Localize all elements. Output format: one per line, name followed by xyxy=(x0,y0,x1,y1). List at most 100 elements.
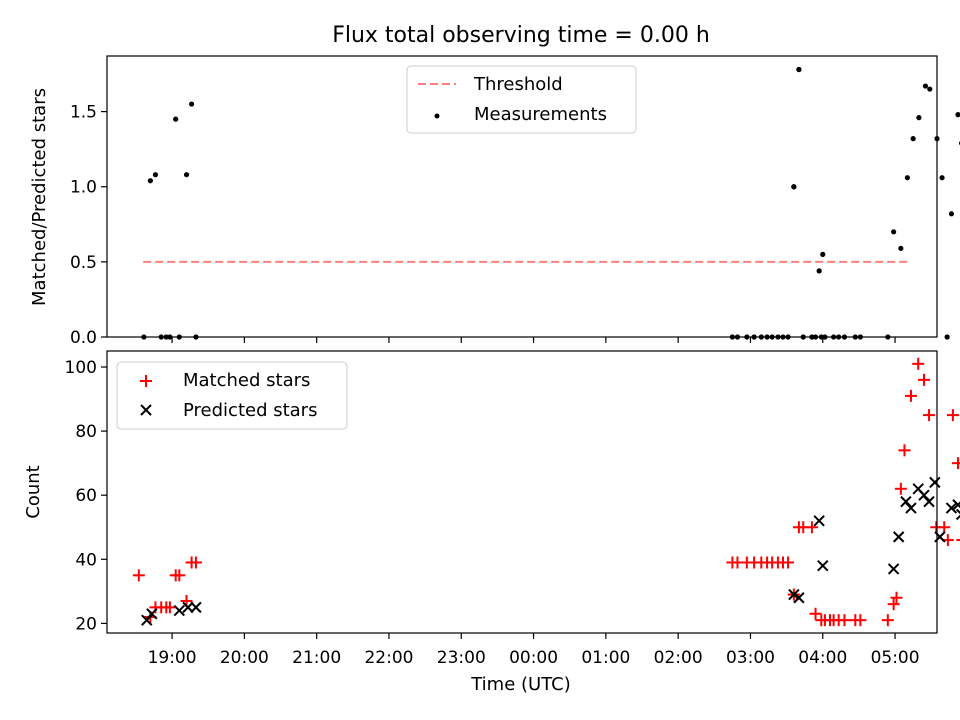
matched-star-point xyxy=(782,556,795,569)
x-tick-label: 01:00 xyxy=(581,648,630,668)
x-stroke-b xyxy=(813,515,825,527)
bottom-panel: 20 40 60 80 100 19:00 20:00 21:00 22:00 23:00 00:… xyxy=(23,350,960,695)
measurement-point xyxy=(898,245,904,251)
measurement-point xyxy=(904,175,910,181)
top-legend: Threshold Measurements xyxy=(406,65,637,134)
predicted-star-point xyxy=(934,531,946,543)
measurement-point xyxy=(922,83,929,89)
y-tick-label: 0.5 xyxy=(70,253,97,273)
x-tick-label: 04:00 xyxy=(798,648,847,668)
measurement-point xyxy=(891,229,897,235)
predicted-star-point xyxy=(788,588,800,601)
y-tick-label: 60 xyxy=(75,486,97,506)
y-tick-label: 1.0 xyxy=(70,178,97,198)
x-tick-label: 23:00 xyxy=(437,648,486,668)
predicted-star-point xyxy=(190,601,202,614)
x-stroke-b xyxy=(900,495,912,508)
x-stroke-a xyxy=(955,508,960,515)
y-tick-label: 20 xyxy=(75,614,97,634)
matched-star-point xyxy=(951,457,960,470)
y-tick-label: 1.5 xyxy=(70,103,97,123)
predicted-star-point xyxy=(793,592,805,604)
matched-star-point xyxy=(923,409,936,422)
bottom-x-ticks: 19:00 20:00 21:00 22:00 23:00 00:00 01:00 02:00… xyxy=(148,633,920,668)
predicted-legend-swatch xyxy=(140,404,152,416)
bottom-y-axis-label: Count xyxy=(23,465,44,518)
matched-star-point xyxy=(132,569,145,582)
matched-star-point xyxy=(173,569,186,582)
measurement-point xyxy=(796,66,802,73)
measurement-point xyxy=(820,251,826,257)
matched-star-point xyxy=(805,521,818,534)
x-tick-label: 03:00 xyxy=(726,648,775,668)
matched-star-point xyxy=(898,444,911,457)
predicted-star-point xyxy=(923,495,935,508)
predicted-star-point xyxy=(905,502,917,514)
matched-star-point xyxy=(163,601,176,614)
bottom-panel-frame xyxy=(106,350,938,634)
measurement-point xyxy=(910,136,916,142)
predicted-star-point xyxy=(952,499,960,511)
matched-star-point xyxy=(189,556,202,569)
top-y-ticks: 0.0 0.5 1.0 1.5 xyxy=(70,103,107,348)
bottom-plot-area xyxy=(132,357,960,627)
measurement-point xyxy=(188,101,195,107)
measurements-legend-label: Measurements xyxy=(474,104,607,125)
top-y-axis-label: Matched/Predicted stars xyxy=(29,88,50,306)
x-stroke-b xyxy=(945,502,958,514)
measurement-point xyxy=(183,172,190,178)
measurements-legend-swatch xyxy=(434,113,440,119)
y-tick-label: 40 xyxy=(75,550,97,570)
x-tick-label: 22:00 xyxy=(364,648,413,668)
measurement-point xyxy=(939,175,945,181)
x-stroke-b xyxy=(793,592,805,604)
predicted-star-point xyxy=(929,476,941,489)
bottom-legend-box xyxy=(116,361,348,430)
matched-star-point xyxy=(809,607,822,620)
x-stroke-b xyxy=(905,502,917,514)
measurement-point xyxy=(944,334,950,340)
x-stroke-b xyxy=(918,489,930,501)
x-stroke-b xyxy=(952,501,960,511)
x-stroke-b xyxy=(892,531,905,543)
x-tick-label: 05:00 xyxy=(871,648,920,668)
chart-title: Flux total observing time = 0.00 h xyxy=(332,23,710,48)
x-axis-label: Time (UTC) xyxy=(470,674,571,695)
matched-star-point xyxy=(956,539,960,542)
x-stroke-b xyxy=(788,588,800,601)
predicted-star-point xyxy=(945,502,958,514)
x-tick-label: 00:00 xyxy=(509,648,558,668)
x-stroke-b xyxy=(817,559,829,572)
x-tick-label: 19:00 xyxy=(148,648,197,668)
predicted-star-point xyxy=(146,608,158,620)
bottom-y-ticks: 20 40 60 80 100 xyxy=(65,358,107,634)
matched-star-point xyxy=(912,357,925,370)
x-stroke-b xyxy=(146,608,158,620)
matched-star-point xyxy=(894,482,907,495)
measurement-point xyxy=(173,116,179,122)
predicted-star-point xyxy=(955,508,960,521)
top-x-ticks xyxy=(171,337,896,343)
x-stroke-b xyxy=(955,514,960,521)
measurement-point xyxy=(816,268,822,274)
matched-star-point xyxy=(904,389,917,402)
matched-star-point xyxy=(881,614,894,627)
measurement-point xyxy=(927,86,933,92)
measurement-point xyxy=(948,211,955,217)
y-tick-label: 100 xyxy=(65,358,97,378)
predicted-star-point xyxy=(813,515,825,527)
measurement-point xyxy=(955,112,960,118)
x-stroke-b xyxy=(173,604,186,617)
measurement-point xyxy=(791,184,797,190)
matched-star-point xyxy=(887,598,900,611)
x-stroke-b xyxy=(912,483,924,495)
predicted-star-point xyxy=(817,559,829,572)
matched-legend-label: Matched stars xyxy=(183,370,310,391)
matched-star-point xyxy=(917,373,930,386)
matched-star-point xyxy=(946,409,959,422)
top-legend-box xyxy=(406,65,637,134)
y-tick-label: 0.0 xyxy=(70,328,97,348)
x-stroke-b xyxy=(190,601,202,614)
matched-star-point xyxy=(854,614,867,627)
